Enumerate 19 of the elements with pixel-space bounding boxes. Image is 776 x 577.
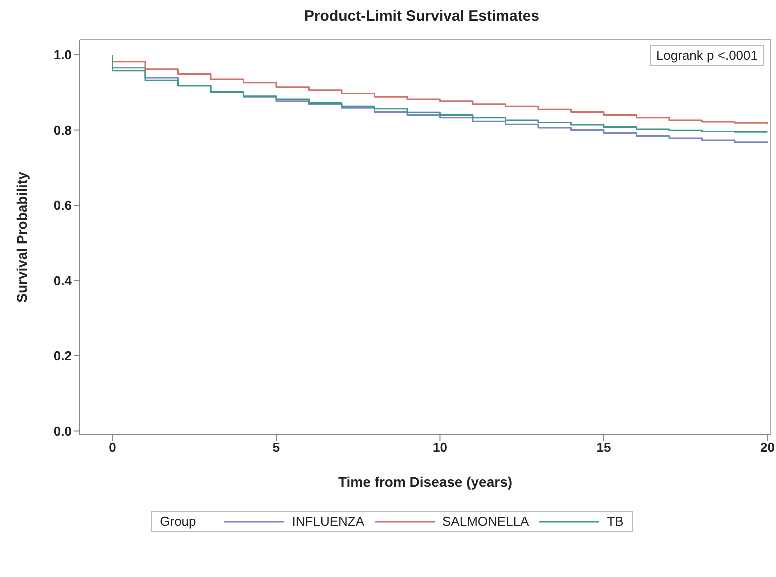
legend-label: INFLUENZA (292, 514, 365, 529)
y-tick-label: 0.4 (54, 273, 73, 288)
y-axis-title: Survival Probability (14, 172, 30, 303)
legend-label: SALMONELLA (442, 514, 530, 529)
y-tick-label: 0.8 (54, 122, 72, 138)
x-tick-label: 15 (596, 440, 612, 456)
y-tick-label: 0.0 (54, 424, 72, 439)
x-axis-title: Time from Disease (years) (338, 474, 513, 490)
x-tick-label: 20 (760, 440, 775, 456)
legend-title: Group (160, 514, 196, 529)
x-tick-label: 10 (433, 440, 448, 456)
y-tick-label: 1.0 (54, 48, 72, 63)
x-tick-label: 5 (272, 440, 280, 456)
y-tick-label: 0.6 (54, 198, 72, 214)
legend-label: TB (607, 514, 624, 529)
y-tick-label: 0.2 (54, 348, 72, 364)
annotation: Logrank p <.0001 (650, 45, 764, 66)
x-tick-label: 0 (109, 440, 116, 456)
chart-title: Product-Limit Survival Estimates (303, 8, 541, 25)
